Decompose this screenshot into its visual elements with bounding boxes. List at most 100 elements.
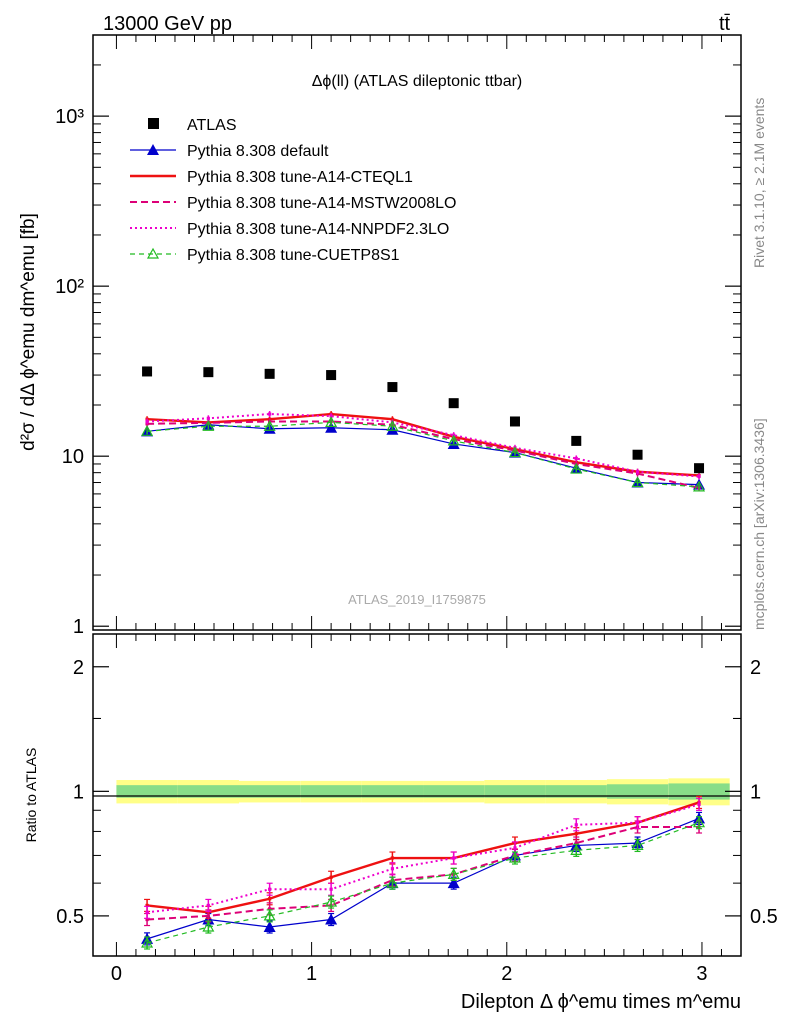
main-series-marker [693,480,706,492]
legend-entry: ATLAS [148,117,237,134]
ratio-y-tick-label-left: 2 [73,657,84,679]
ratio-series-marker [447,877,460,889]
ratio-series-marker [202,920,215,932]
atlas-data-point [448,398,459,409]
ratio-series-marker [574,841,578,845]
ratio-stat-uncertainty-band [177,785,239,798]
ratio-stat-uncertainty-band [545,785,607,798]
main-series-marker [447,434,460,446]
ratio-series-marker [145,910,149,914]
legend-swatch-square [148,118,159,129]
main-plot-frame [92,34,742,631]
ratio-series-group [141,795,706,950]
ratio-series-marker [386,876,399,888]
main-series-marker [697,474,701,479]
legend-entry: Pythia 8.308 tune-CUETP8S1 [130,247,400,264]
main-series-group [141,411,706,492]
ratio-series-marker [508,851,522,863]
main-series-marker [325,421,338,433]
atlas-data-point [694,463,705,474]
legend-entry: Pythia 8.308 tune-A14-CTEQL1 [130,169,413,186]
main-series-marker [325,416,338,428]
atlas-data-point [203,367,214,378]
main-series-marker [141,425,154,436]
x-tick-label: 3 [696,963,707,985]
ratio-series-marker [263,921,276,933]
process-label: tt̄ [719,13,731,35]
ratio-y-tick-label-right: 2 [750,657,761,679]
main-series-marker [145,419,149,424]
ratio-series-marker [574,823,578,827]
legend-swatch-marker [147,144,159,155]
ratio-stat-uncertainty-band [300,785,362,798]
main-series-line [147,413,700,478]
ratio-series-marker [325,913,338,925]
ratio-series-marker [263,909,276,921]
main-y-tick-label: 10³ [55,106,84,128]
legend-label: Pythia 8.308 tune-A14-CTEQL1 [187,169,413,186]
ratio-series-line [146,817,700,940]
x-tick-label: 0 [111,963,122,985]
ratio-series-marker [390,867,395,871]
main-series-marker [574,456,578,461]
legend-entry: Pythia 8.308 tune-A14-NNPDF2.3LO [130,221,449,238]
main-series-line [147,412,700,477]
legend-label: Pythia 8.308 tune-A14-MSTW2008LO [187,195,456,212]
ratio-series-line [146,801,700,914]
atlas-data-point [632,449,643,460]
main-series-marker [268,412,272,416]
ratio-series-marker [145,903,149,908]
rivet-version-text: Rivet 3.1.10, ≥ 2.1M events [751,98,767,268]
ratio-series-marker [141,936,154,948]
main-series-marker [329,414,333,418]
ratio-series-marker [325,895,338,907]
legend-label: ATLAS [187,117,237,134]
ratio-series-marker [693,816,706,828]
ratio-series-marker [570,844,583,855]
main-series-marker [570,462,583,474]
ratio-stat-uncertainty-band [606,784,669,799]
atlas-data-point [387,382,398,393]
ratio-series-marker [329,875,333,879]
main-series-marker [631,476,644,488]
main-axis-ticks: 1 10 10² 10³ [55,34,741,638]
atlas-data-point [326,370,337,381]
ratio-series-line [147,825,700,921]
ratio-series-marker [631,839,644,851]
main-plot-title: Δϕ(ll) (ATLAS dileptonic ttbar) [312,73,523,90]
ratio-plot-panel: 0.5 0.5 1 1 2 2 Ratio to ATLAS [23,633,778,957]
legend-label: Pythia 8.308 default [187,143,329,160]
ratio-series-line [146,803,700,914]
ratio-y-tick-label-left: 0.5 [56,906,84,928]
ratio-series-marker [145,917,149,922]
main-series-marker [206,416,210,420]
ratio-y-tick-label-left: 1 [73,781,84,803]
main-series-line [147,424,700,486]
x-axis-ticks: 0 1 2 3 [111,35,722,985]
ratio-stat-uncertainty-band [238,785,301,798]
ratio-series-marker [206,914,210,918]
ratio-series-marker [329,887,333,891]
ratio-series-marker [513,846,517,850]
legend-entry: Pythia 8.308 tune-A14-MSTW2008LO [130,195,456,212]
x-tick-label: 1 [306,963,317,985]
ratio-stat-uncertainty-band [484,785,546,798]
legend-label: Pythia 8.308 tune-CUETP8S1 [187,247,400,264]
legend-swatch-marker [146,247,160,259]
legend-label: Pythia 8.308 tune-A14-NNPDF2.3LO [187,221,449,238]
main-series-marker [206,421,210,425]
main-series-marker [263,420,276,431]
main-series-marker [390,417,395,421]
ratio-series-line [146,822,700,944]
x-tick-label: 2 [501,963,512,985]
atlas-data-point [571,435,582,446]
ratio-series-marker [452,856,456,860]
main-series-marker [508,446,522,458]
atlas-data-point [509,416,520,427]
ratio-series-marker [635,821,640,825]
main-y-tick-label: 10 [62,446,84,468]
ratio-series-marker [390,856,395,860]
ratio-series-marker [447,868,460,879]
ratio-series-marker [574,832,578,836]
main-series-marker [635,470,640,474]
